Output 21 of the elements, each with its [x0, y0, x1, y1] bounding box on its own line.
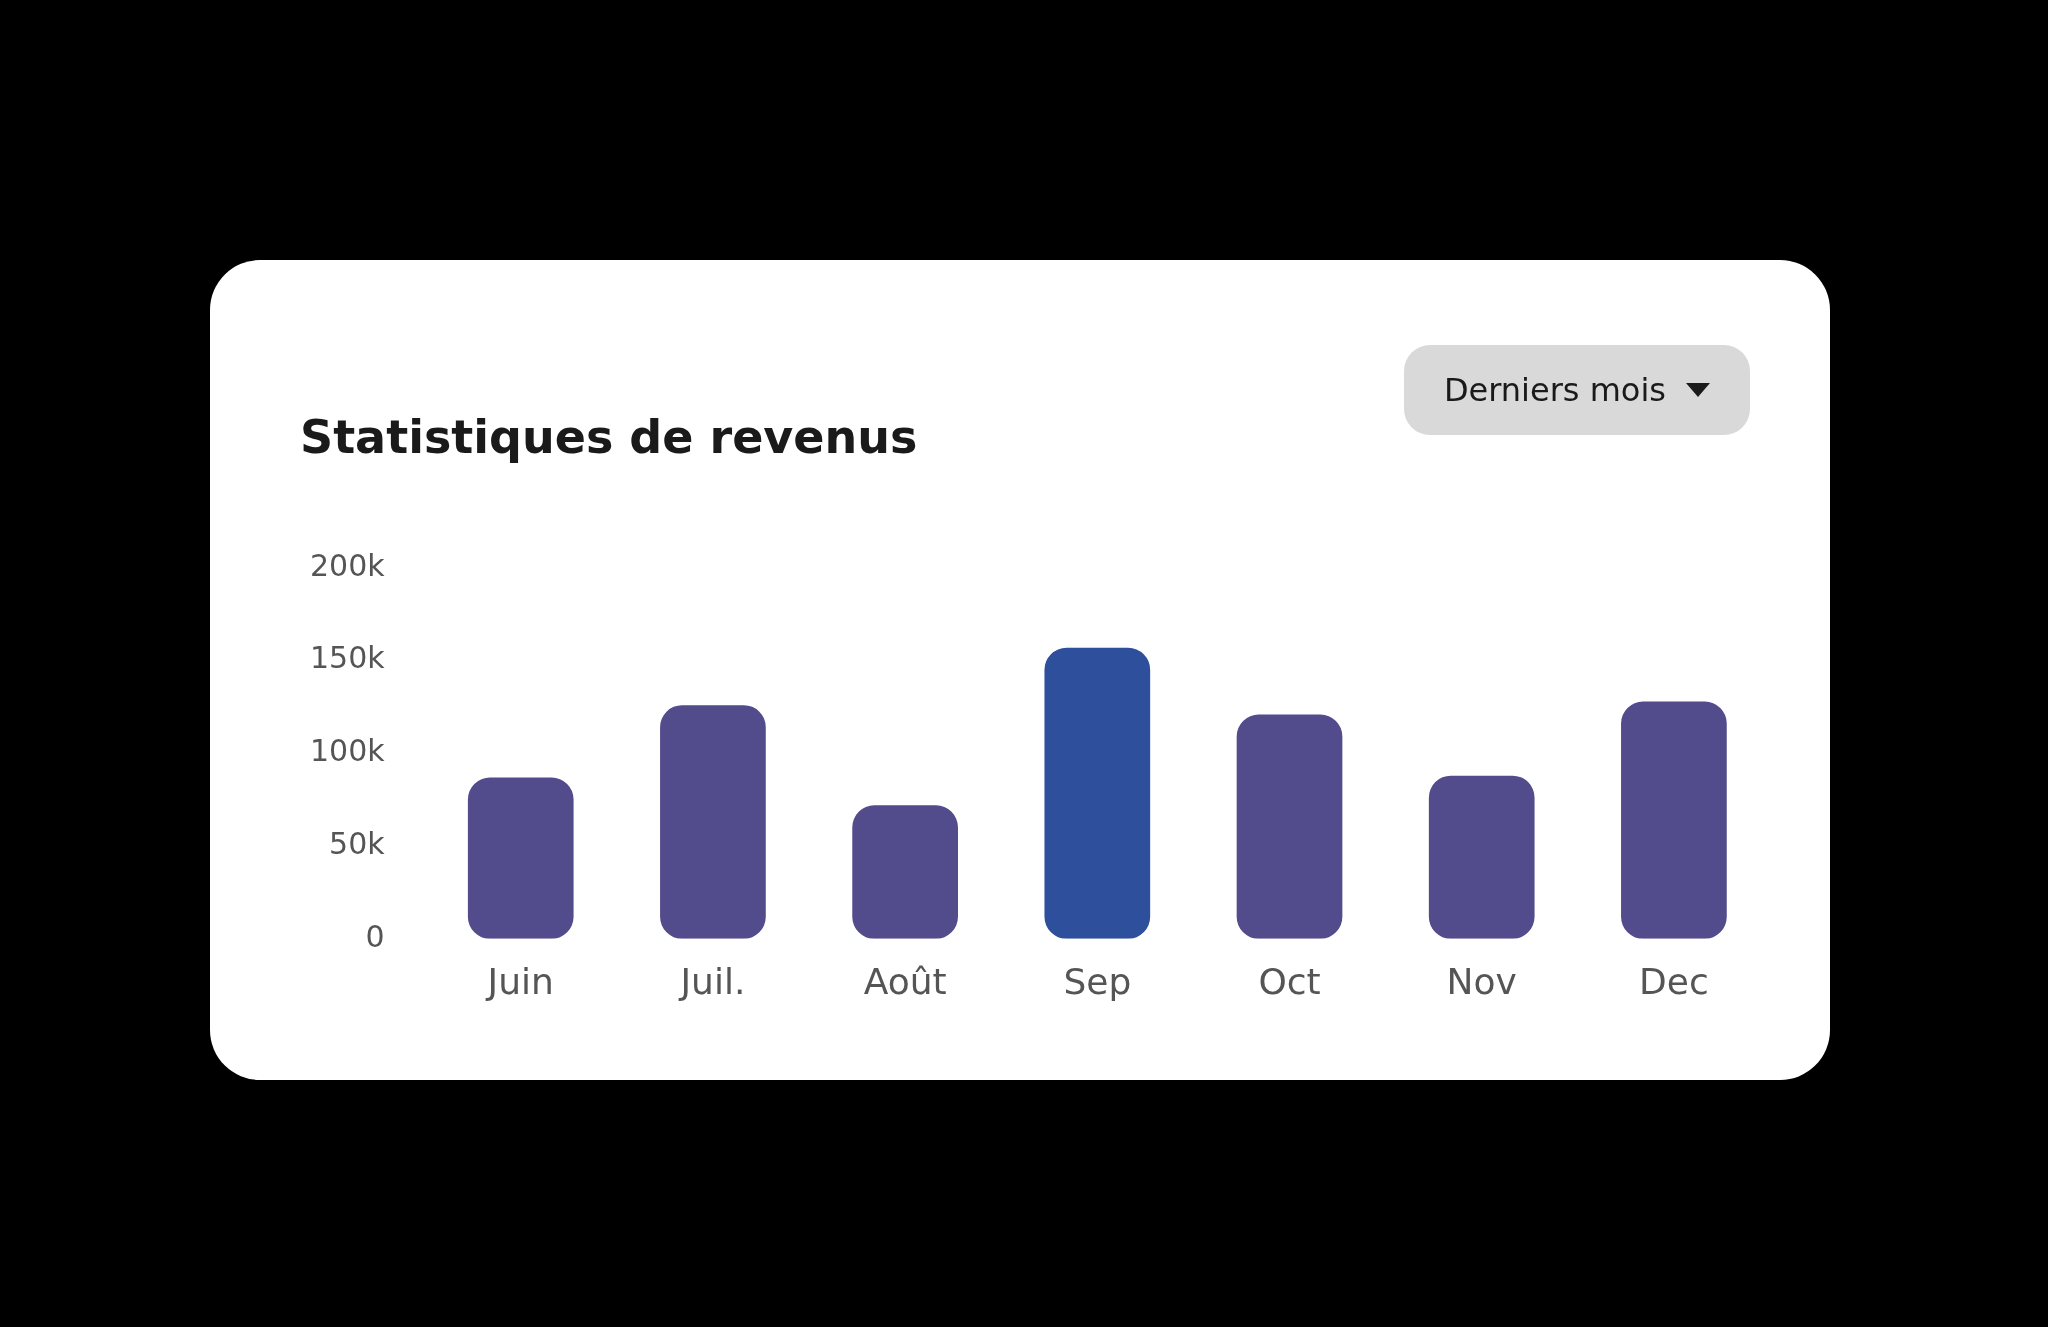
chart-title: Statistiques de revenus [300, 410, 918, 464]
bar [1044, 647, 1151, 939]
bar [1621, 701, 1727, 939]
bar [660, 705, 766, 939]
x-tick-label: Dec [1639, 960, 1709, 1002]
bar [1428, 775, 1535, 939]
x-tick-label: Août [863, 960, 947, 1002]
x-tick-label: Juin [485, 960, 554, 1002]
text: Derniers mois [1443, 371, 1666, 409]
x-tick-label: Nov [1446, 960, 1517, 1002]
bar [852, 805, 958, 939]
y-tick-label: 150k [309, 640, 386, 676]
bar [1236, 714, 1343, 939]
x-tick-label: Sep [1063, 960, 1132, 1002]
y-tick-label: 50k [329, 825, 386, 861]
x-tick-label: Juil. [678, 960, 746, 1002]
x-tick-label: Oct [1258, 960, 1321, 1002]
bar [467, 777, 574, 939]
y-tick-label: 200k [309, 547, 386, 583]
y-tick-label: 100k [309, 733, 386, 769]
y-tick-label: 0 [365, 918, 385, 954]
